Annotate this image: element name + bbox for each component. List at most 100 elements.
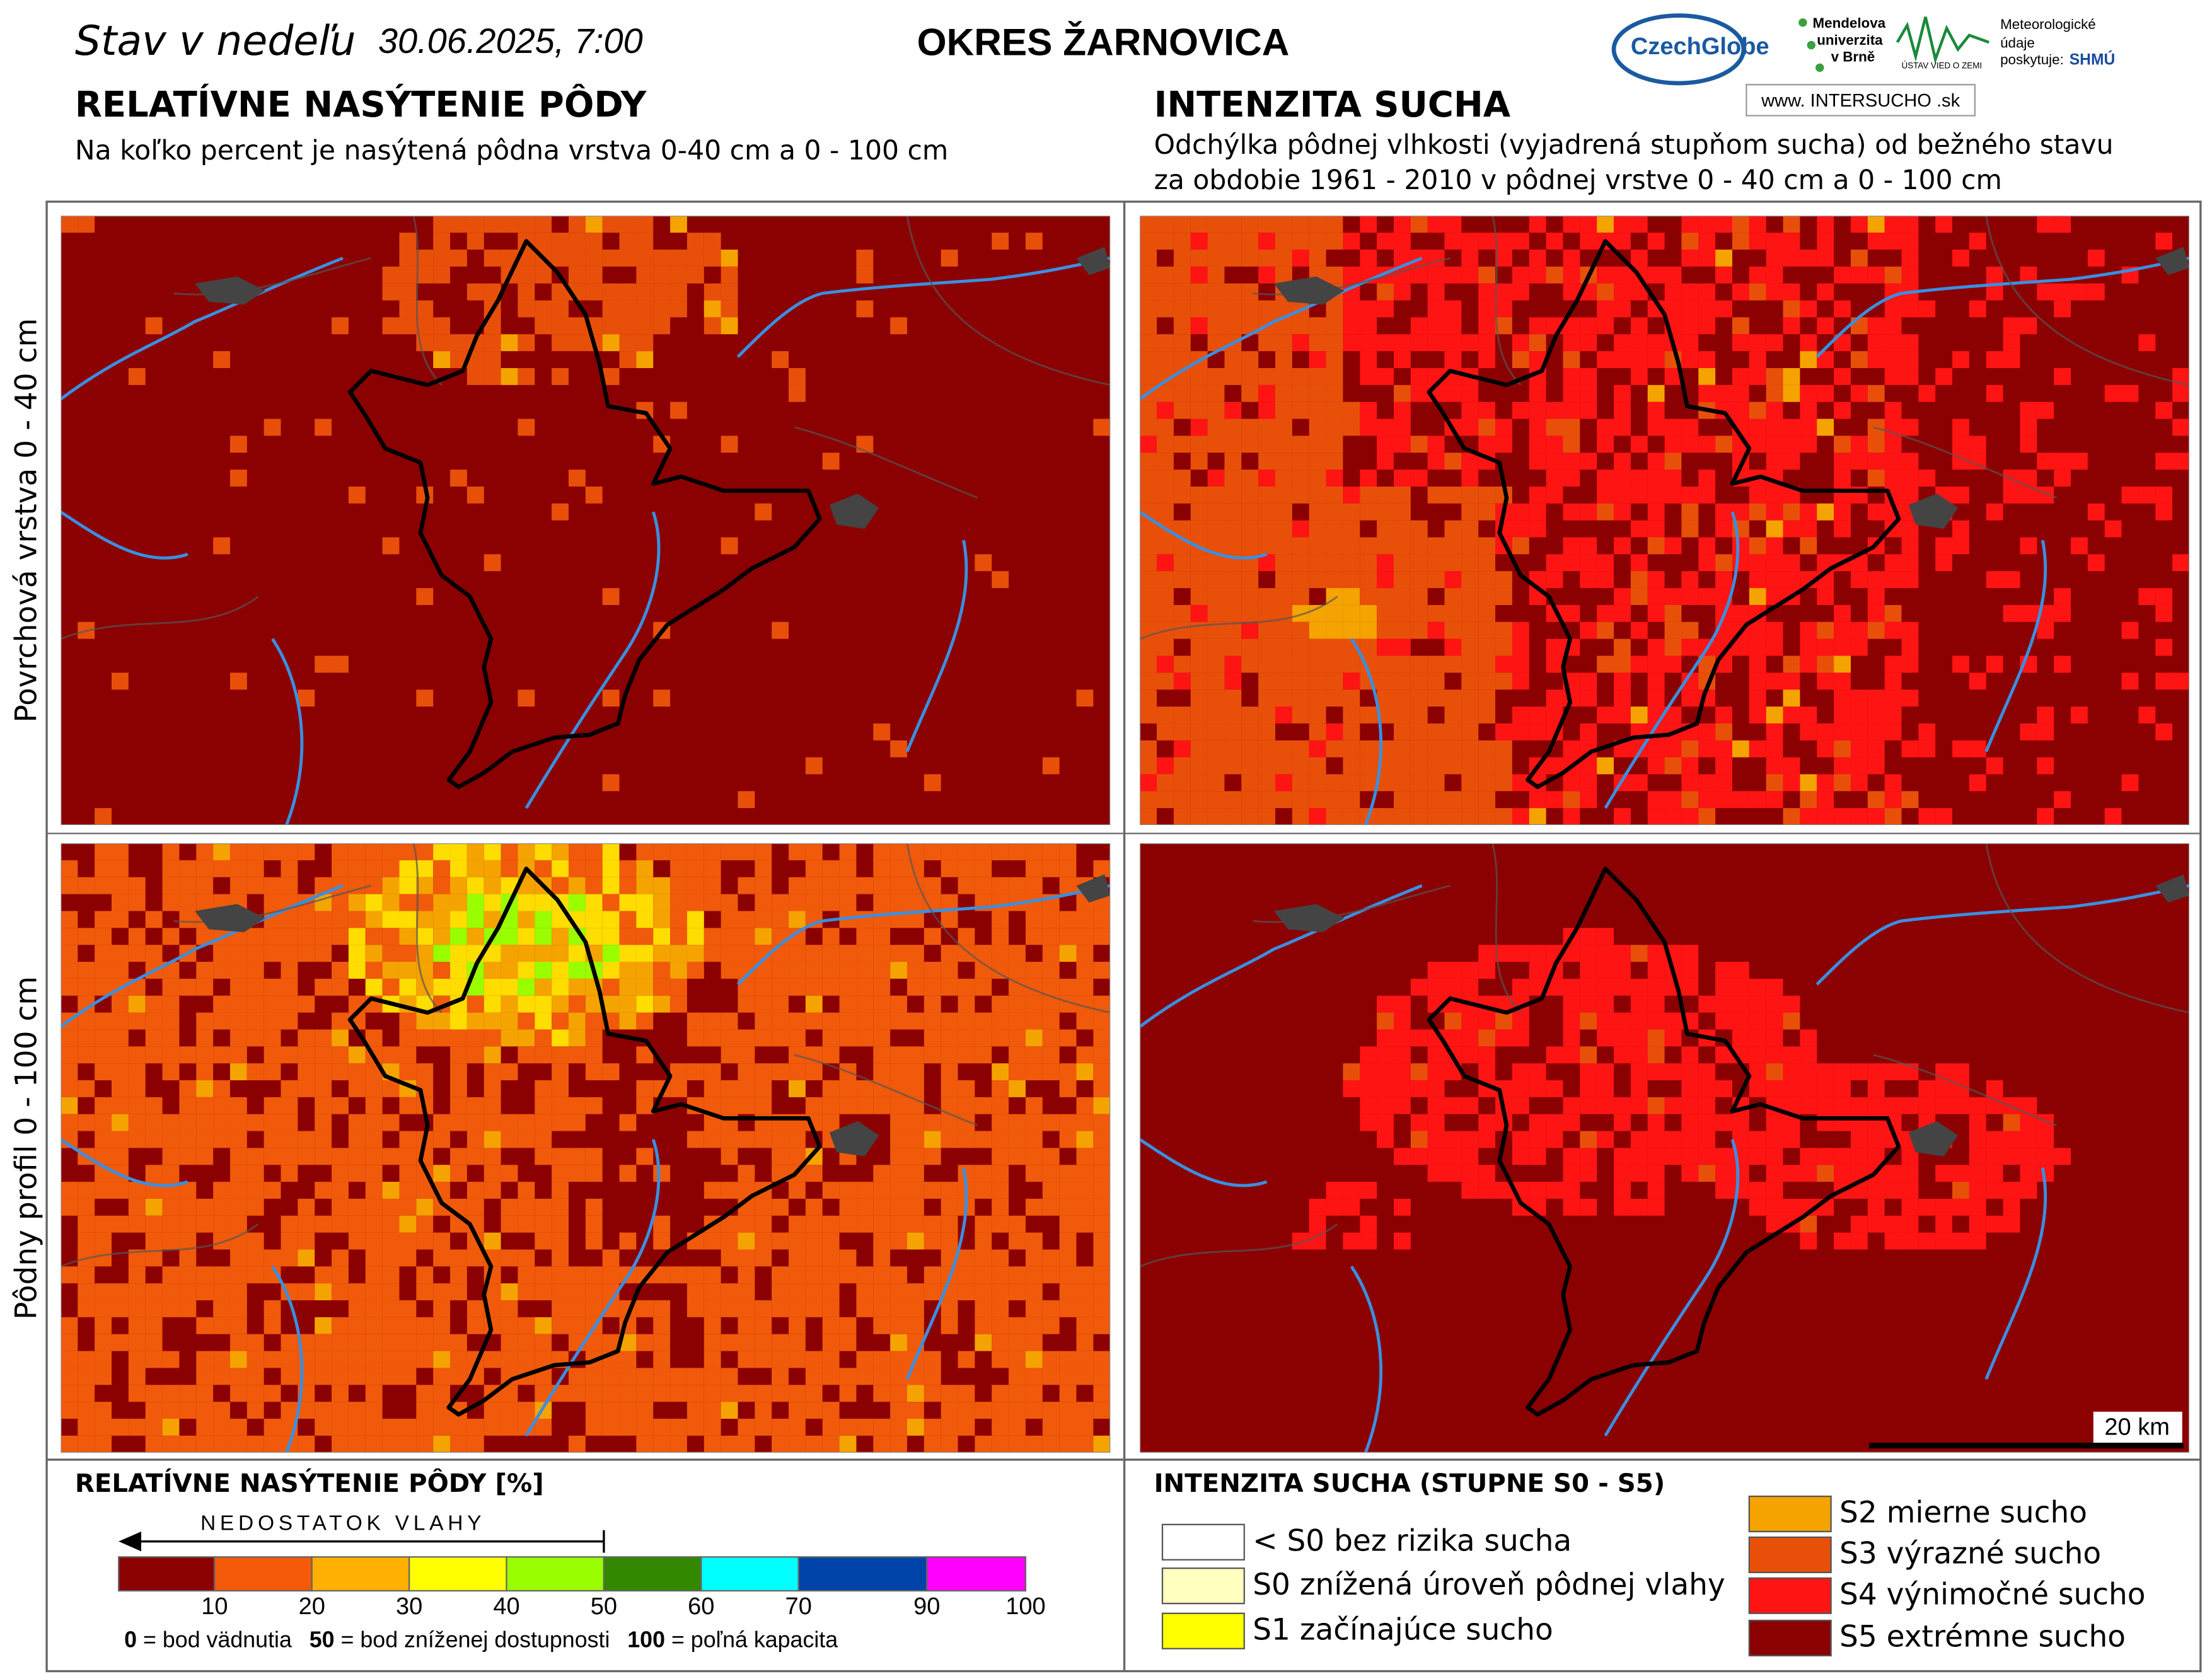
map-cell: [1850, 723, 1868, 741]
map-cell: [721, 928, 738, 945]
map-cell: [365, 1198, 383, 1216]
map-cell: [1715, 436, 1732, 453]
map-cell: [1140, 317, 1157, 335]
map-cell: [1630, 351, 1648, 369]
map-cell: [1681, 503, 1699, 521]
map-cell: [1681, 334, 1699, 352]
map-cell: [1207, 740, 1225, 758]
map-cell: [1461, 962, 1479, 979]
map-cell: [1009, 1063, 1026, 1080]
map-cell: [992, 928, 1009, 945]
map-cell: [1817, 655, 1834, 673]
map-cell: [348, 1080, 366, 1097]
map-cell: [1512, 723, 1529, 741]
map-cell: [822, 1317, 840, 1334]
map-cell: [1800, 250, 1817, 267]
map-cell: [704, 1317, 721, 1334]
map-cell: [552, 1266, 569, 1284]
map-cell: [1867, 216, 1885, 233]
map-cell: [1986, 266, 2003, 284]
map-cell: [1224, 250, 1242, 267]
map-cell: [1309, 1198, 1326, 1216]
map-cell: [1360, 250, 1377, 267]
map-cell: [568, 1097, 586, 1114]
map-cell: [1529, 1080, 1546, 1097]
map-cell: [315, 1418, 332, 1436]
map-cell: [686, 911, 704, 928]
map-cell: [112, 860, 129, 877]
map-cell: [1326, 401, 1343, 419]
map-cell: [246, 1385, 264, 1402]
map-cell: [1076, 1317, 1094, 1334]
map-cell: [1715, 300, 1732, 318]
map-cell: [941, 1029, 958, 1047]
map-cell: [1009, 1012, 1026, 1030]
map-cell: [1783, 1165, 1800, 1182]
map-cell: [1901, 621, 1919, 639]
map-cell: [670, 978, 687, 996]
map-cell: [1495, 250, 1512, 267]
map-cell: [1025, 1435, 1043, 1453]
map-cell: [1850, 1131, 1868, 1148]
map-cell: [1173, 554, 1191, 572]
map-cell: [1009, 877, 1026, 894]
map-cell: [636, 945, 654, 962]
map-cell: [1597, 707, 1614, 724]
map-cell: [1461, 470, 1479, 487]
map-cell: [1258, 791, 1276, 809]
map-cell: [112, 1063, 129, 1080]
map-cell: [890, 1114, 908, 1131]
map-cell: [890, 1215, 908, 1233]
map-cell: [1580, 978, 1597, 996]
map-cell: [975, 1435, 992, 1453]
map-cell: [1597, 978, 1614, 996]
map-cell: [484, 843, 501, 860]
map-cell: [112, 1215, 129, 1233]
map-cell: [1444, 962, 1462, 979]
map-cell: [1059, 1351, 1077, 1368]
map-cell: [1059, 1165, 1077, 1182]
map-cell: [1377, 1097, 1394, 1114]
map-cell: [433, 962, 451, 979]
map-cell: [399, 1435, 417, 1453]
map-cell: [1190, 638, 1208, 656]
map-cell: [1444, 317, 1462, 335]
map-cell: [1986, 757, 2003, 775]
map-cell: [1393, 1080, 1411, 1097]
map-cell: [1580, 453, 1597, 470]
map-cell: [890, 1063, 908, 1080]
map-cell: [1173, 470, 1191, 487]
map-cell: [1766, 672, 1783, 690]
map-cell: [2054, 470, 2071, 487]
map-cell: [941, 1402, 958, 1419]
map-cell: [2020, 604, 2037, 622]
map-cell: [382, 843, 400, 860]
map-cell: [433, 911, 451, 928]
map-cell: [1207, 317, 1225, 335]
map-cell: [1783, 808, 1800, 825]
map-cell: [1614, 216, 1631, 233]
map-cell: [1140, 453, 1157, 470]
map-cell: [1783, 233, 1800, 250]
map-cell: [975, 1249, 992, 1267]
map-cell: [1410, 1131, 1428, 1148]
map-cell: [552, 1317, 569, 1334]
map-cell: [213, 962, 230, 979]
map-cell: [1224, 638, 1242, 656]
map-cell: [78, 1368, 95, 1385]
map-cell: [1563, 1148, 1580, 1165]
map-cell: [839, 1080, 857, 1097]
map-cell: [1258, 384, 1276, 402]
map-cell: [636, 1402, 654, 1419]
map-cell: [535, 266, 552, 284]
map-cell: [1393, 1012, 1411, 1030]
map-cell: [789, 1283, 806, 1301]
map-cell: [1986, 503, 2003, 521]
map-cell: [552, 843, 569, 860]
map-cell: [2087, 554, 2105, 572]
map-cell: [619, 1232, 637, 1250]
map-cell: [789, 1317, 806, 1334]
map-cell: [941, 911, 958, 928]
map-cell: [585, 250, 603, 267]
map-cell: [1076, 1215, 1094, 1233]
